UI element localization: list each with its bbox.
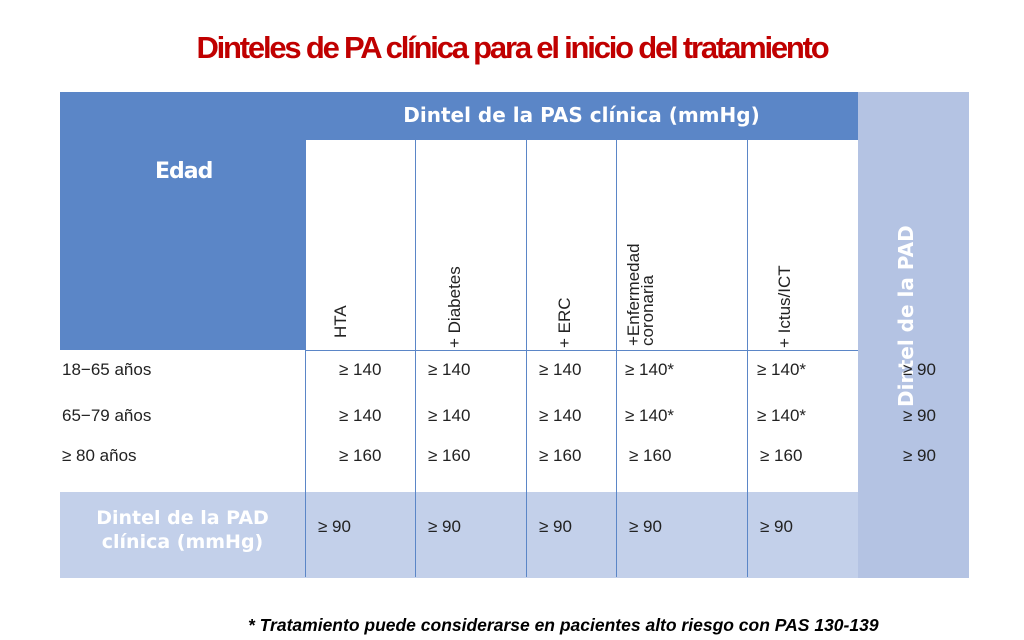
value-cell: ≥ 160 [539, 446, 582, 465]
value-cell: ≥ 140* [625, 406, 675, 425]
col-separator [526, 140, 527, 577]
value-cell: ≥ 140* [757, 406, 807, 425]
pad-value-cell: ≥ 90 [903, 360, 936, 379]
col-header-ictus: + Ictus/ICT [775, 265, 794, 348]
value-cell: ≥ 160 [428, 446, 471, 465]
age-label: 65−79 años [62, 406, 152, 425]
pad-value-cell: ≥ 90 [903, 406, 936, 425]
value-cell: ≥ 140 [539, 360, 582, 379]
value-cell: ≥ 140 [339, 360, 382, 379]
col-separator [415, 140, 416, 577]
col-header-hta: HTA [331, 305, 350, 338]
col-separator [305, 140, 306, 577]
value-cell: ≥ 90 [318, 517, 351, 536]
page-title: Dinteles de PA clínica para el inicio de… [196, 30, 829, 65]
age-label: ≥ 80 años [62, 446, 137, 465]
pad-column: Dintel de la PAD [858, 92, 969, 578]
value-cell: ≥ 140 [428, 406, 471, 425]
col-separator [747, 140, 748, 577]
pad-row-label-1: Dintel de la PAD [96, 507, 269, 529]
col-separator [616, 140, 617, 577]
value-cell: ≥ 140 [539, 406, 582, 425]
value-cell: ≥ 90 [760, 517, 793, 536]
value-cell: ≥ 140* [757, 360, 807, 379]
col-header-diabetes: + Diabetes [445, 266, 464, 348]
value-cell: ≥ 90 [629, 517, 662, 536]
value-cell: ≥ 90 [428, 517, 461, 536]
row-separator [305, 350, 858, 351]
value-cell: ≥ 140 [339, 406, 382, 425]
pas-header: Dintel de la PAS clínica (mmHg) [305, 92, 858, 140]
value-cell: ≥ 160 [629, 446, 672, 465]
edad-label: Edad [155, 159, 213, 184]
pas-header-label: Dintel de la PAS clínica (mmHg) [403, 103, 760, 127]
col-header-enfermedad: +Enfermedad coronaria [624, 243, 657, 346]
value-cell: ≥ 90 [539, 517, 572, 536]
col-header-erc: + ERC [555, 297, 574, 348]
edad-header: Edad [60, 92, 305, 350]
value-cell: ≥ 160 [760, 446, 803, 465]
value-cell: ≥ 140* [625, 360, 675, 379]
age-label: 18−65 años [62, 360, 152, 379]
pad-row [60, 492, 858, 578]
pad-row-label-2: clínica (mmHg) [101, 531, 264, 553]
value-cell: ≥ 160 [339, 446, 382, 465]
footnote: * Tratamiento puede considerarse en paci… [248, 615, 879, 635]
value-cell: ≥ 140 [428, 360, 471, 379]
pad-value-cell: ≥ 90 [903, 446, 936, 465]
